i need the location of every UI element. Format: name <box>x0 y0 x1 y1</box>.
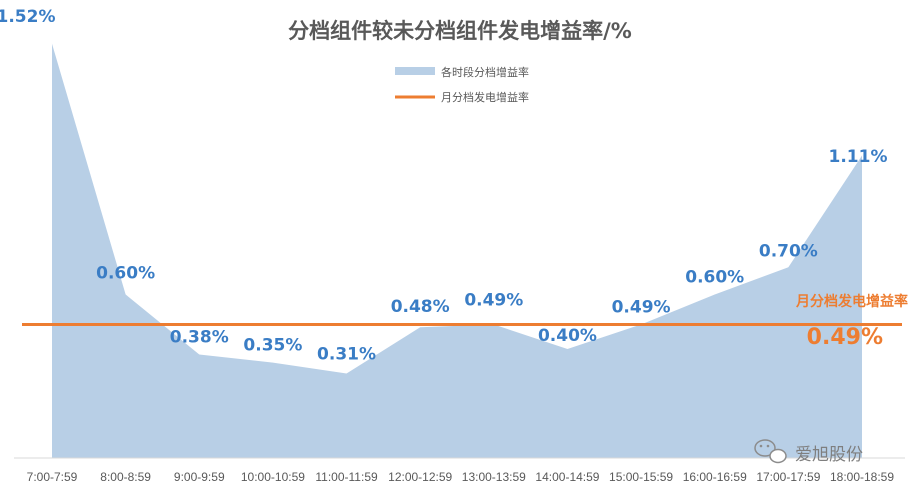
data-label: 0.31% <box>317 345 376 365</box>
x-tick-label: 15:00-15:59 <box>609 470 673 484</box>
data-labels: 1.52% 0.60% 0.38% 0.35% 0.31% 0.48% 0.49% 0.40%… <box>0 7 887 365</box>
data-label: 1.52% <box>0 7 55 27</box>
data-label: 1.11% <box>829 147 888 167</box>
x-tick-label: 10:00-10:59 <box>241 470 305 484</box>
data-label: 0.40% <box>538 326 597 346</box>
x-tick-label: 7:00-7:59 <box>27 470 78 484</box>
data-label: 0.49% <box>612 297 671 317</box>
data-label: 0.35% <box>243 336 302 356</box>
x-tick-label: 9:00-9:59 <box>174 470 225 484</box>
wechat-icon <box>754 439 787 464</box>
x-tick-label: 14:00-14:59 <box>535 470 599 484</box>
x-tick-label: 18:00-18:59 <box>830 470 894 484</box>
x-tick-label: 17:00-17:59 <box>756 470 820 484</box>
data-label: 0.38% <box>170 327 229 347</box>
watermark: 爱旭股份 <box>754 439 863 465</box>
x-axis: 7:00-7:59 8:00-8:59 9:00-9:59 10:00-10:59 11… <box>14 457 905 484</box>
area-series-gain-by-hour <box>52 43 862 459</box>
chart-title: 分档组件较未分档组件发电增益率/% <box>288 19 632 43</box>
x-tick-label: 16:00-16:59 <box>683 470 747 484</box>
area-layer <box>51 43 863 459</box>
data-label: 0.60% <box>96 264 155 284</box>
data-label: 0.49% <box>464 290 523 310</box>
legend-label-area: 各时段分档增益率 <box>441 65 529 79</box>
data-label: 0.70% <box>759 241 818 261</box>
x-tick-label: 13:00-13:59 <box>462 470 526 484</box>
legend-label-line: 月分档发电增益率 <box>441 90 529 104</box>
reference-line-value: 0.49% <box>807 325 883 350</box>
legend-swatch-area <box>395 67 435 75</box>
data-label: 0.48% <box>391 297 450 317</box>
x-tick-label: 8:00-8:59 <box>100 470 151 484</box>
reference-line-label: 月分档发电增益率 <box>795 293 908 310</box>
x-tick-label: 11:00-11:59 <box>315 470 378 484</box>
data-label: 0.60% <box>685 268 744 288</box>
x-tick-label: 12:00-12:59 <box>388 470 452 484</box>
watermark-text: 爱旭股份 <box>795 445 863 465</box>
